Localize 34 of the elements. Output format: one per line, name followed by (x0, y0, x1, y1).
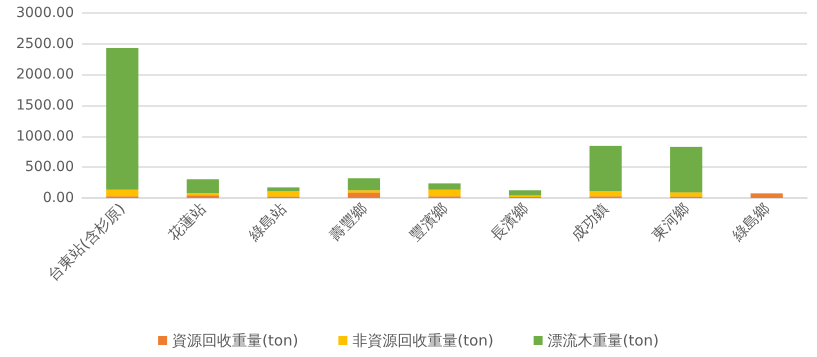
bar (508, 190, 542, 196)
bar (106, 190, 138, 196)
x-tick-label: 綠島鄉 (728, 200, 774, 245)
bar (670, 146, 702, 192)
bar (428, 183, 461, 190)
legend-label: 非資源回收重量(ton) (352, 332, 494, 350)
x-tick-label: 綠島站 (244, 200, 290, 245)
y-tick-label: 500.00 (25, 159, 74, 176)
y-tick-label: 0.00 (42, 190, 74, 206)
legend-label: 漂流木重量(ton) (548, 332, 659, 350)
x-tick-label: 壽豐鄉 (326, 200, 370, 244)
bar (750, 194, 783, 198)
y-tick-label: 2000.00 (16, 66, 74, 83)
y-tick-label: 2500.00 (16, 36, 74, 52)
bar (348, 192, 380, 198)
bar (186, 179, 219, 194)
y-tick-label: 1500.00 (16, 98, 74, 114)
x-tick-label: 東河鄉 (648, 200, 693, 244)
bar (670, 192, 702, 197)
bar (267, 187, 300, 191)
y-tick-label: 3000.00 (16, 5, 74, 21)
y-tick-label: 1000.00 (16, 128, 74, 144)
bar (186, 195, 219, 198)
bar (106, 48, 138, 190)
bar (590, 146, 622, 191)
bar (428, 190, 461, 196)
x-tick-label: 花蓮站 (164, 200, 210, 244)
bar (590, 190, 622, 196)
legend-label: 資源回收重量(ton) (172, 332, 298, 350)
bar (267, 190, 300, 197)
x-tick-label: 長濱鄉 (486, 200, 532, 244)
bar (348, 178, 380, 190)
x-tick-label: 成功鎮 (567, 200, 612, 244)
x-tick-label: 豐濱鄉 (406, 200, 451, 244)
